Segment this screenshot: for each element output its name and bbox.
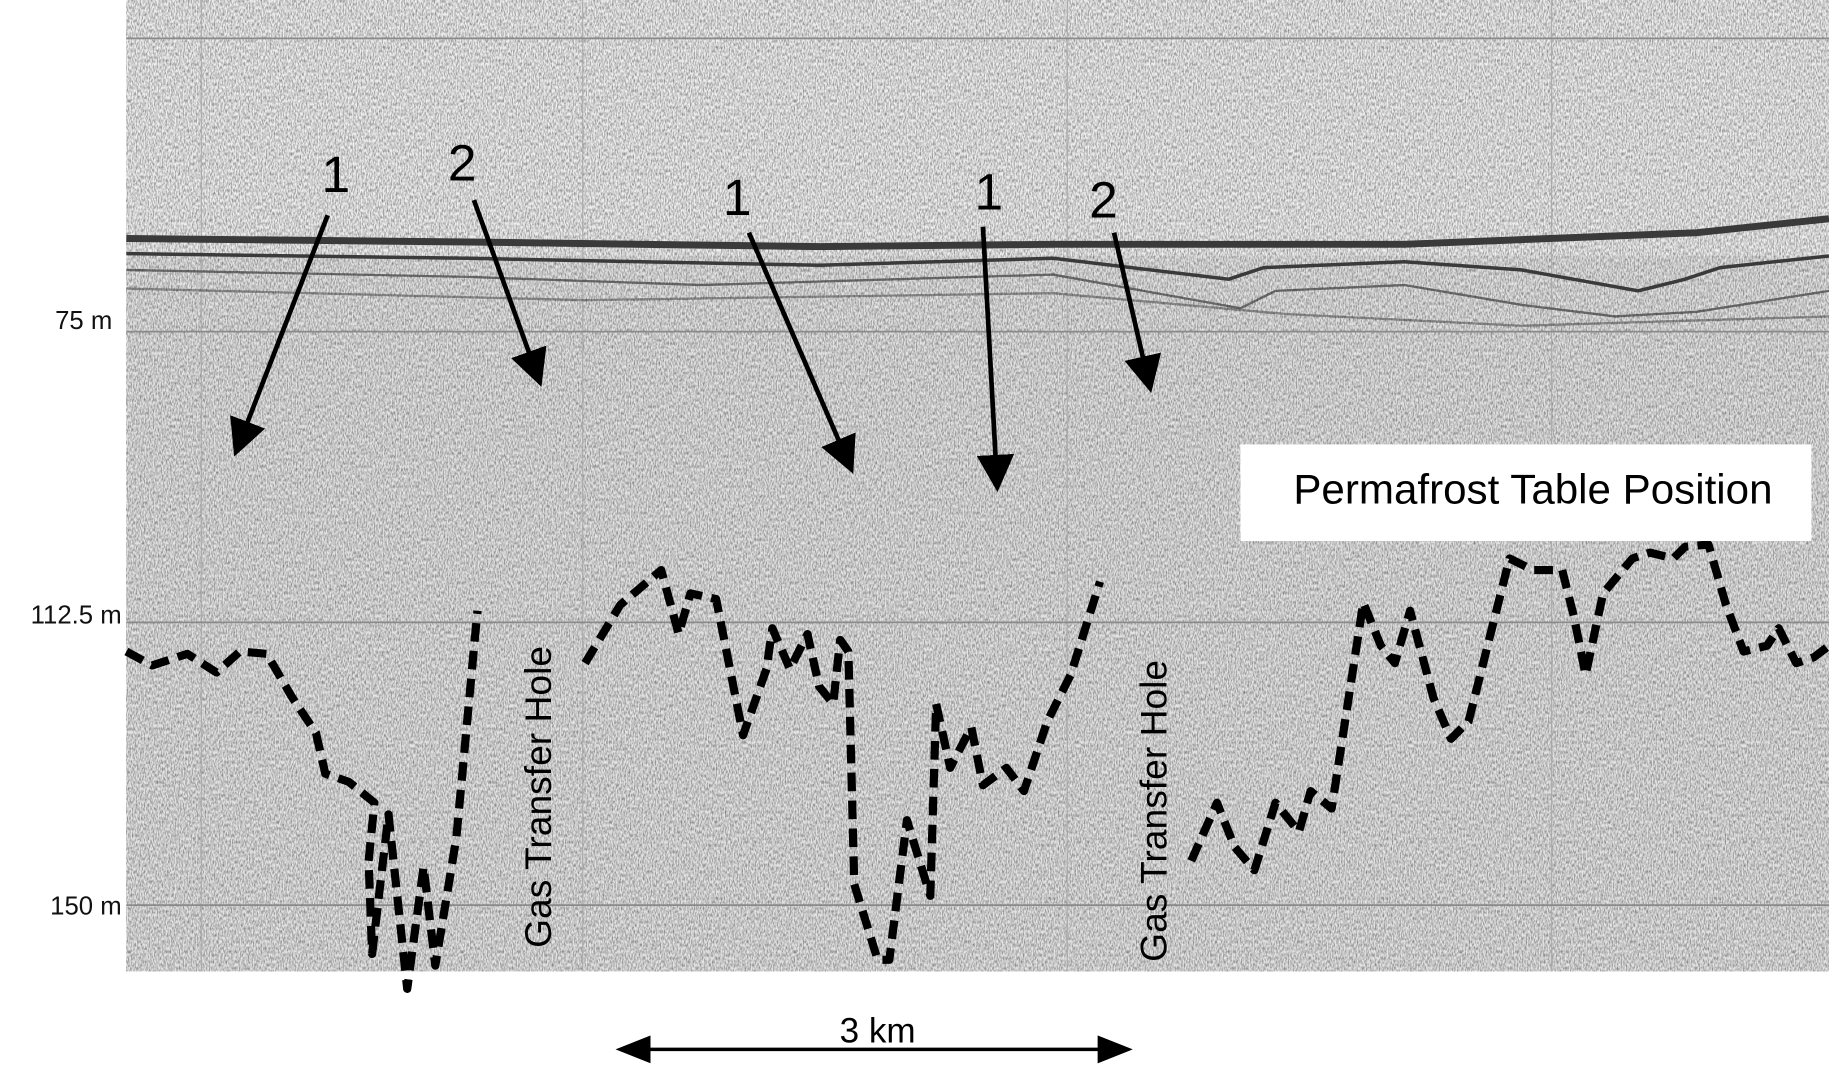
arrows xyxy=(230,199,1162,493)
arrow-label: 1 xyxy=(322,146,351,203)
permafrost-line xyxy=(124,610,482,993)
arrow-label: 2 xyxy=(448,134,477,191)
depth-label: 75 m xyxy=(55,307,112,335)
arrow xyxy=(976,226,1015,493)
permafrost-label: Permafrost Table Position xyxy=(1293,466,1772,513)
arrow-label: 2 xyxy=(1089,172,1118,229)
gas-transfer-label: Gas Transfer Hole xyxy=(517,646,559,948)
arrow xyxy=(471,199,547,387)
permafrost-lines xyxy=(124,540,1829,993)
permafrost-label-box xyxy=(1240,444,1812,541)
arrow xyxy=(746,231,856,474)
permafrost-line xyxy=(1187,540,1829,875)
arrow-label: 1 xyxy=(723,169,752,226)
scale-label: 3 km xyxy=(840,1011,916,1050)
arrow-label: 1 xyxy=(974,164,1003,221)
depth-label: 150 m xyxy=(50,892,122,920)
arrow xyxy=(1111,232,1162,393)
bottom-margin xyxy=(126,971,1829,1068)
gas-transfer-label: Gas Transfer Hole xyxy=(1133,660,1175,962)
arrow xyxy=(230,214,330,457)
permafrost-line xyxy=(581,565,1104,964)
depth-label: 112.5 m xyxy=(31,602,122,630)
horizontal-lines xyxy=(126,37,1829,906)
depth-labels: 75 m 112.5 m 150 m xyxy=(31,307,122,920)
arrow-labels: 1 2 1 1 2 xyxy=(322,134,1118,228)
